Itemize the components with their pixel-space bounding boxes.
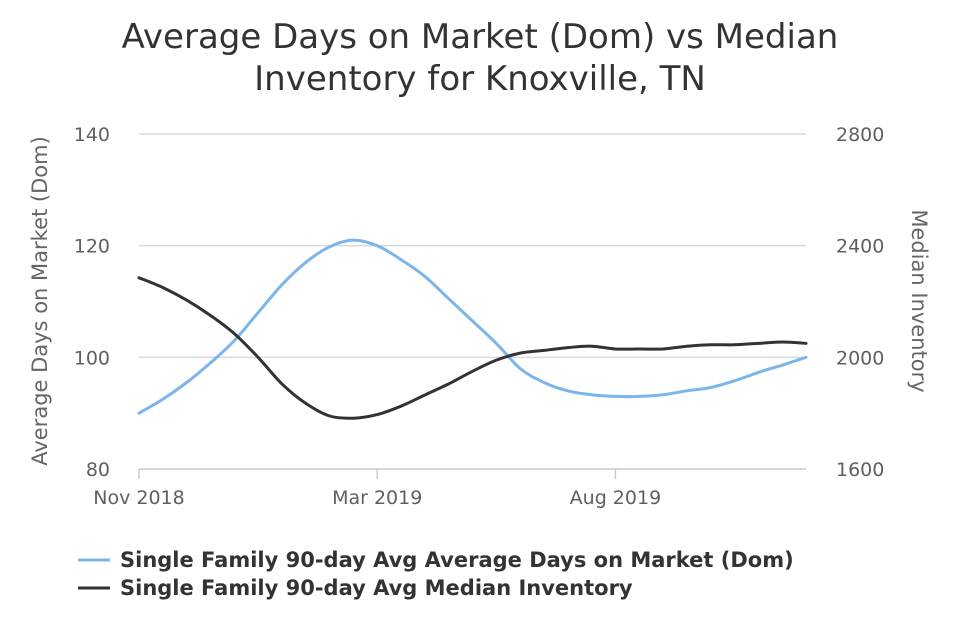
legend-label-inventory: Single Family 90-day Avg Median Inventor… xyxy=(120,576,633,600)
chart-title-line-2: Inventory for Knoxville, TN xyxy=(254,59,706,99)
right-y-tick-label: 2800 xyxy=(836,124,884,146)
right-y-tick-label: 1600 xyxy=(836,459,884,481)
x-tick-label: Nov 2018 xyxy=(93,487,184,509)
x-tick-label: Aug 2019 xyxy=(570,487,662,509)
left-y-tick-label: 100 xyxy=(74,347,110,369)
right-y-axis-title: Median Inventory xyxy=(907,209,931,392)
series-line-inventory[interactable] xyxy=(137,276,808,420)
series-lines xyxy=(137,238,808,420)
left-y-axis-ticks: 140 120 100 80 xyxy=(74,124,110,481)
right-y-tick-label: 2400 xyxy=(836,236,884,258)
legend-label-dom: Single Family 90-day Avg Average Days on… xyxy=(120,548,794,572)
left-y-axis-title: Average Days on Market (Dom) xyxy=(28,136,52,466)
series-line-dom[interactable] xyxy=(137,238,808,415)
left-y-tick-label: 80 xyxy=(86,459,110,481)
legend-item-dom[interactable]: Single Family 90-day Avg Average Days on… xyxy=(78,548,794,572)
legend-item-inventory[interactable]: Single Family 90-day Avg Median Inventor… xyxy=(78,576,633,600)
right-y-tick-label: 2000 xyxy=(836,347,884,369)
x-axis-ticks: Nov 2018 Mar 2019 Aug 2019 xyxy=(93,469,661,509)
x-tick-label: Mar 2019 xyxy=(332,487,422,509)
left-y-tick-label: 120 xyxy=(74,236,110,258)
right-y-axis-ticks: 2800 2400 2000 1600 xyxy=(836,124,884,481)
gridlines xyxy=(139,133,806,359)
left-y-tick-label: 140 xyxy=(74,124,110,146)
legend: Single Family 90-day Avg Average Days on… xyxy=(78,548,794,600)
chart-title-line-1: Average Days on Market (Dom) vs Median xyxy=(122,17,839,57)
